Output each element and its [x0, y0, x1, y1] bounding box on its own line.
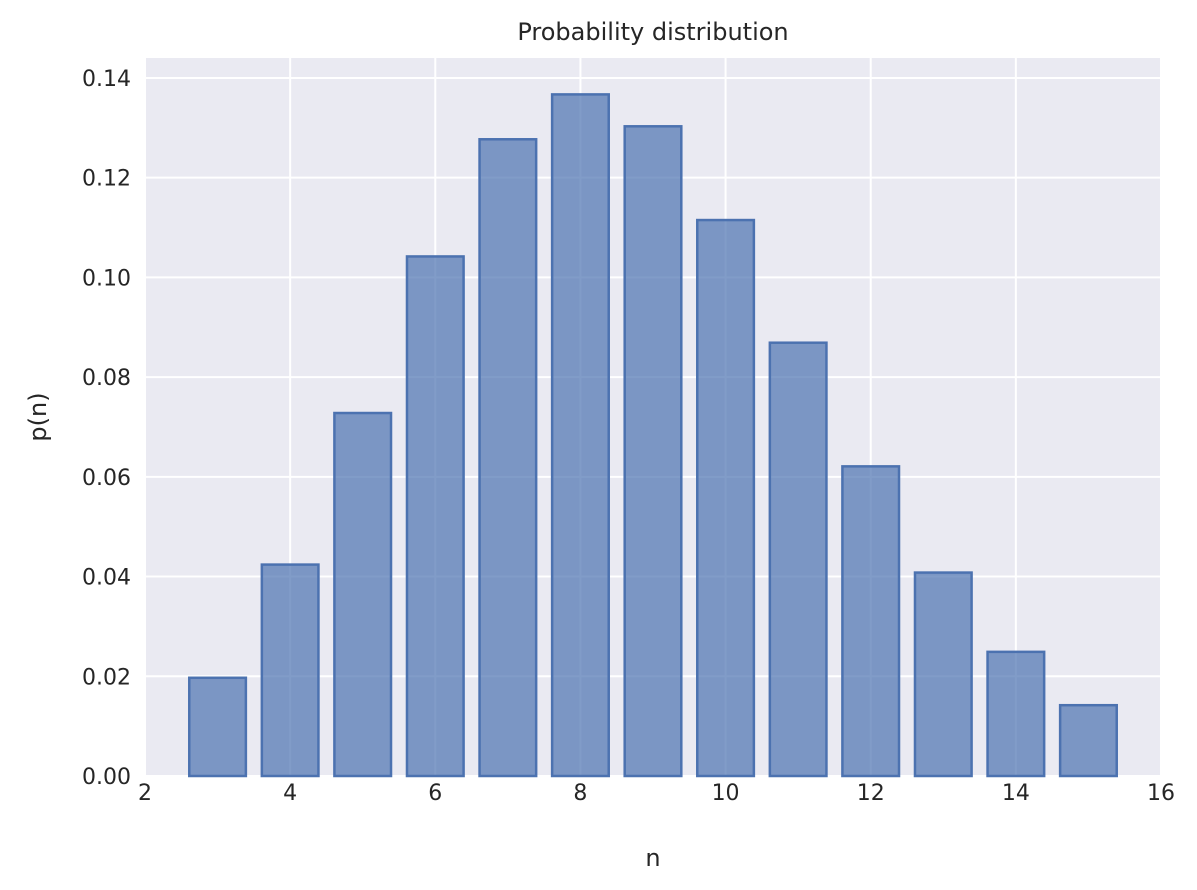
x-tick-label: 10: [712, 781, 740, 806]
chart-title: Probability distribution: [517, 18, 788, 46]
x-axis-label: n: [645, 844, 660, 872]
y-tick-labels: 0.00 0.02 0.04 0.06 0.08 0.10 0.12 0.14: [82, 67, 131, 790]
bar-n-11: [768, 341, 828, 778]
bar-n-12: [841, 465, 901, 778]
bar-n-14: [986, 650, 1046, 778]
x-tick-label: 8: [573, 781, 587, 806]
y-tick-label: 0.00: [82, 765, 131, 790]
bar-n-8: [550, 93, 610, 778]
bar-n-5: [333, 411, 393, 778]
y-tick-label: 0.04: [82, 566, 131, 591]
bar-n-9: [623, 125, 683, 778]
bar-n-13: [913, 571, 973, 778]
y-tick-label: 0.12: [82, 167, 131, 192]
y-tick-label: 0.14: [82, 67, 131, 92]
x-tick-label: 16: [1147, 781, 1175, 806]
y-axis-label: p(n): [24, 392, 52, 441]
bars: [188, 93, 1118, 778]
x-tick-label: 12: [857, 781, 885, 806]
bar-n-4: [260, 563, 320, 778]
x-tick-label: 6: [428, 781, 442, 806]
y-tick-label: 0.08: [82, 366, 131, 391]
bar-n-3: [188, 676, 248, 778]
x-tick-labels: 2 4 6 8 10 12 14 16: [138, 781, 1175, 806]
x-tick-label: 14: [1002, 781, 1030, 806]
y-tick-label: 0.02: [82, 665, 131, 690]
bar-n-6: [405, 255, 465, 778]
bar-n-10: [696, 218, 756, 778]
y-tick-label: 0.06: [82, 466, 131, 491]
x-tick-label: 4: [283, 781, 297, 806]
y-tick-label: 0.10: [82, 266, 131, 291]
bar-n-15: [1058, 703, 1118, 778]
bar-n-7: [478, 138, 538, 778]
x-tick-label: 2: [138, 781, 152, 806]
